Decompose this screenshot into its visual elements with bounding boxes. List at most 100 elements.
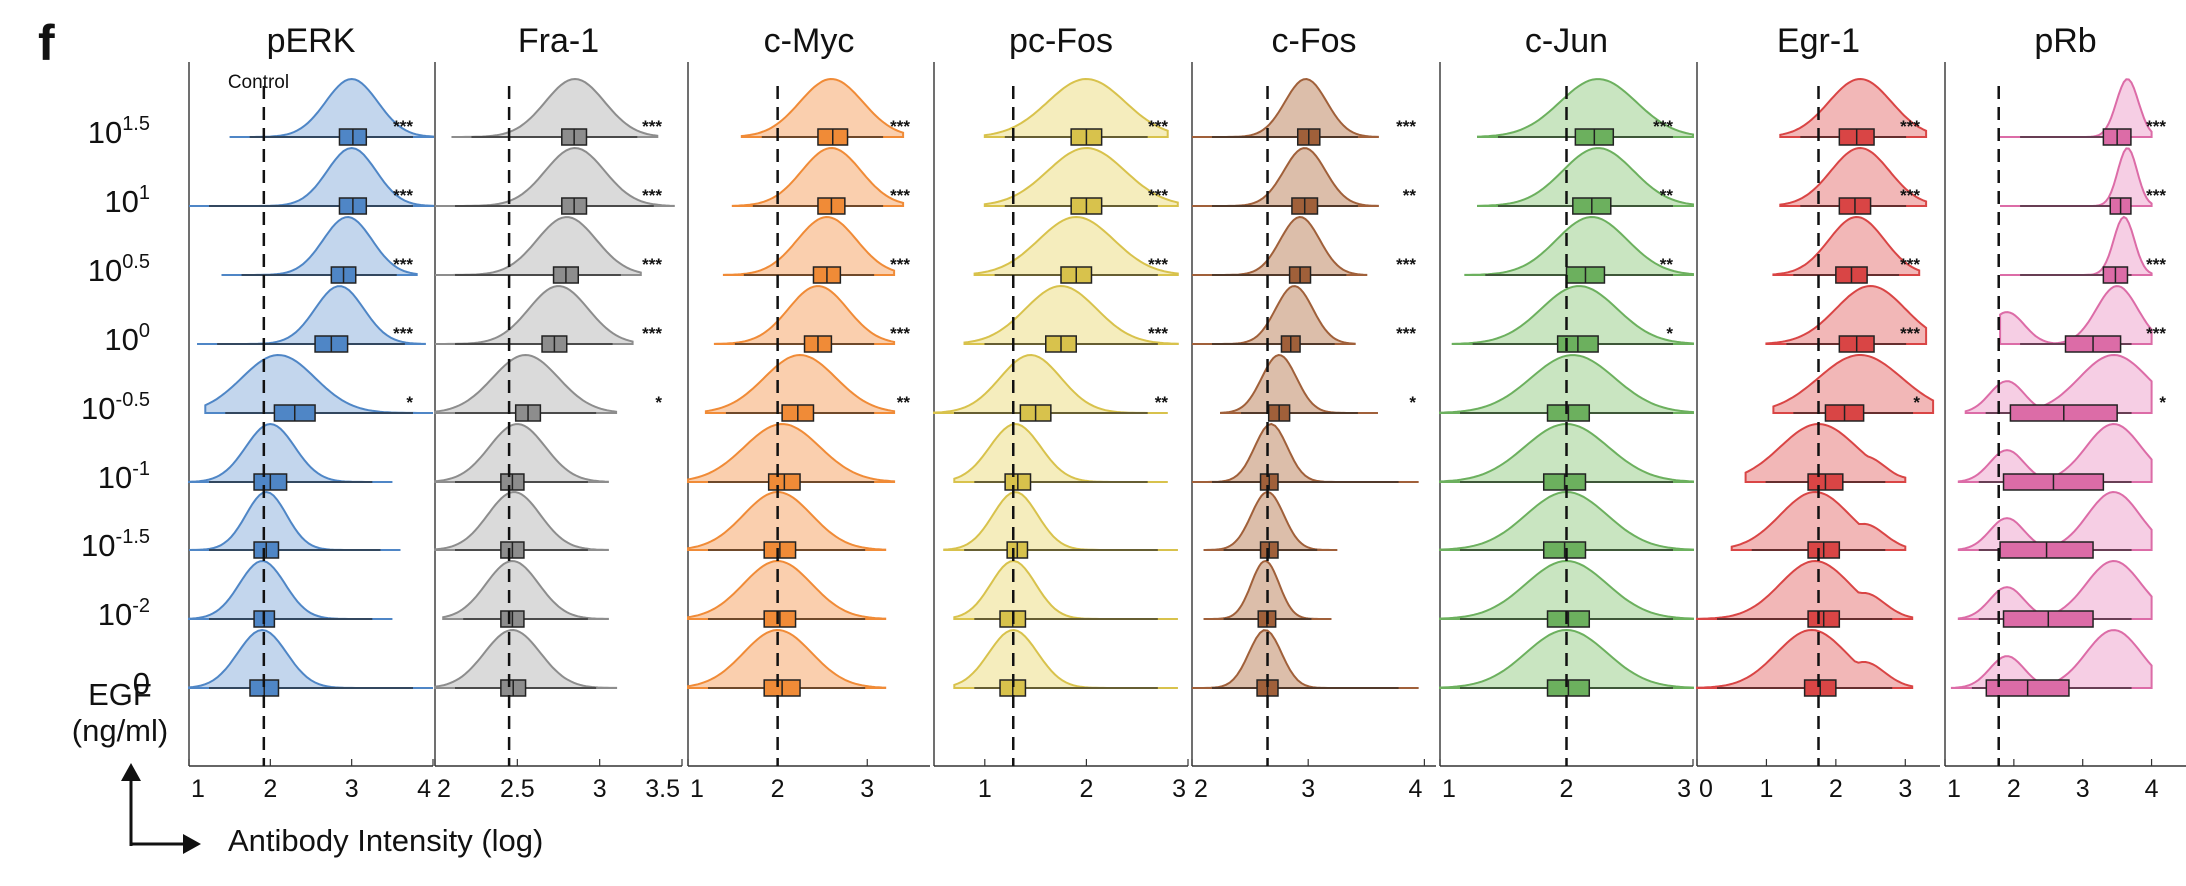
significance-label: *** bbox=[1148, 186, 1168, 205]
x-tick-label: 3.5 bbox=[645, 775, 680, 803]
violin-row: *** bbox=[1779, 146, 1928, 215]
violin-shape bbox=[435, 146, 675, 207]
y-tick-label: 10-1 bbox=[98, 458, 150, 495]
figure-panel-label: f bbox=[38, 15, 55, 71]
violin-row: * bbox=[434, 353, 662, 422]
violin-row: ** bbox=[1477, 147, 1694, 215]
violin-row bbox=[434, 628, 618, 697]
violin-shape bbox=[963, 284, 1179, 345]
violin-row bbox=[188, 628, 433, 697]
significance-label: *** bbox=[1900, 186, 1920, 205]
violin-row: ** bbox=[704, 353, 910, 422]
violin-row bbox=[1192, 422, 1419, 491]
violin-shape bbox=[1464, 215, 1694, 276]
y-axis-title-line2: (ng/ml) bbox=[72, 713, 168, 748]
violin-shape bbox=[713, 285, 896, 345]
violin-row bbox=[687, 559, 887, 628]
panel-egr-1: Egr-10 1 2 3************* bbox=[1696, 22, 1940, 803]
violin-shape bbox=[434, 353, 618, 414]
violin-row bbox=[1957, 559, 2153, 628]
violin-shape bbox=[1192, 215, 1368, 276]
violin-row: *** bbox=[1999, 285, 2166, 353]
violin-row: *** bbox=[973, 215, 1179, 284]
violin-row bbox=[1950, 629, 2153, 697]
violin-shape bbox=[1192, 629, 1419, 689]
violin-row bbox=[953, 422, 1168, 491]
violin-shape bbox=[188, 560, 393, 620]
x-tick-label: 1 bbox=[690, 775, 704, 803]
panel-fra-1: Fra-12 2.5 3 3.5************* bbox=[434, 22, 683, 803]
violin-row: * bbox=[204, 353, 433, 422]
violin-shape bbox=[1999, 285, 2153, 345]
violin-row bbox=[1696, 628, 1914, 697]
panel-title: pRb bbox=[2034, 22, 2096, 60]
violin-shape bbox=[953, 559, 1178, 620]
significance-label: * bbox=[1913, 393, 1920, 412]
x-tick-label: 3 bbox=[593, 775, 607, 803]
violin-shape bbox=[1192, 147, 1379, 207]
y-tick-label: 100.5 bbox=[88, 251, 150, 288]
x-tick-label: 2 bbox=[2007, 775, 2021, 803]
significance-label: *** bbox=[1396, 255, 1416, 274]
x-tick-label: 3 bbox=[345, 775, 359, 803]
violin-row: *** bbox=[1192, 215, 1416, 284]
significance-label: * bbox=[406, 393, 413, 412]
x-tick-label: 1 bbox=[191, 775, 205, 803]
violin-shape bbox=[1696, 628, 1914, 689]
violin-row bbox=[188, 490, 401, 559]
x-tick-label: 2 bbox=[771, 775, 785, 803]
violin-shape bbox=[1477, 147, 1694, 207]
violin-shape bbox=[1192, 77, 1379, 138]
significance-label: * bbox=[2159, 393, 2166, 412]
violin-shape bbox=[1779, 146, 1928, 207]
violin-row bbox=[1957, 490, 2153, 559]
panel-title: c-Myc bbox=[764, 22, 855, 60]
significance-label: *** bbox=[890, 255, 910, 274]
violin-shape bbox=[1192, 285, 1356, 345]
violin-row bbox=[1696, 559, 1914, 628]
violin-shape bbox=[451, 77, 659, 138]
violin-shape bbox=[687, 422, 896, 483]
violin-row: ** bbox=[1192, 147, 1417, 215]
panel-title: c-Jun bbox=[1525, 22, 1608, 60]
violin-shape bbox=[973, 215, 1179, 276]
violin-shape bbox=[188, 490, 401, 551]
x-tick-label: 2.5 bbox=[500, 775, 535, 803]
significance-label: *** bbox=[2146, 117, 2166, 136]
violin-shape bbox=[1451, 285, 1694, 345]
violin-row: *** bbox=[197, 285, 426, 353]
violin-row: *** bbox=[451, 77, 662, 146]
violin-row: *** bbox=[435, 285, 662, 353]
violin-shape bbox=[435, 285, 634, 345]
significance-label: *** bbox=[1396, 324, 1416, 343]
violin-row: *** bbox=[2000, 78, 2166, 146]
violin-shape bbox=[1772, 215, 1921, 276]
violin-row: * bbox=[1220, 353, 1416, 422]
violin-shape bbox=[1220, 353, 1378, 414]
violin-row: *** bbox=[722, 215, 910, 284]
significance-label: *** bbox=[2146, 255, 2166, 274]
violin-shape bbox=[2000, 215, 2153, 276]
violin-row bbox=[1744, 422, 1907, 491]
violin-row: *** bbox=[1765, 284, 1928, 353]
violin-row bbox=[1192, 629, 1419, 697]
violin-row bbox=[1957, 422, 2153, 491]
y-axis-title-line1: EGF bbox=[88, 677, 152, 712]
significance-label: ** bbox=[1403, 186, 1417, 205]
significance-label: ** bbox=[1660, 186, 1674, 205]
violin-shape bbox=[197, 285, 426, 345]
x-tick-label: 1 bbox=[1442, 775, 1456, 803]
x-tick-label: 2 bbox=[263, 775, 277, 803]
y-tick-label: 10-1.5 bbox=[81, 526, 150, 563]
significance-label: *** bbox=[1148, 255, 1168, 274]
violin-shape bbox=[983, 146, 1179, 207]
violin-row bbox=[953, 559, 1178, 628]
violin-row bbox=[434, 423, 609, 491]
